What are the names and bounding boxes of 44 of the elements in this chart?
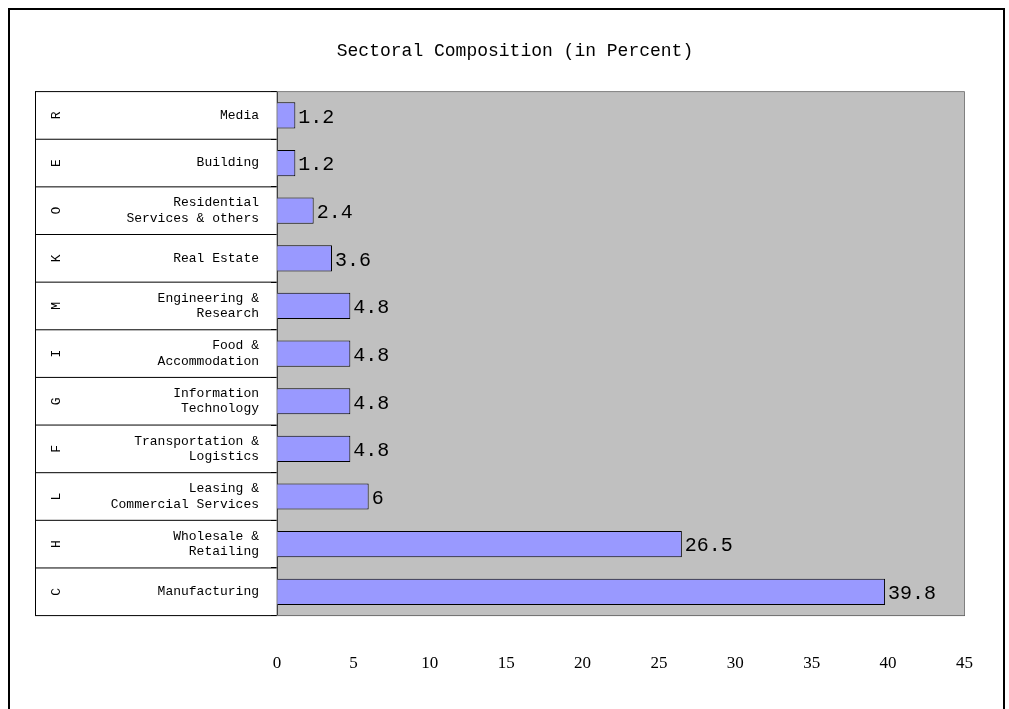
x-tick-label: 40 <box>879 653 897 673</box>
text: C <box>49 587 65 596</box>
x-tick-label: 0 <box>272 653 282 673</box>
x-tick-label: 20 <box>574 653 592 673</box>
text: L <box>49 492 65 501</box>
data-label: 1.2 <box>298 105 335 129</box>
y-tick-label: Wholesale & Retailing <box>173 528 260 560</box>
data-label: 4.8 <box>353 439 390 463</box>
x-tick-label: 10 <box>421 653 439 673</box>
text: M <box>49 302 65 310</box>
text: I <box>49 349 65 358</box>
y-tick-label: Residential Services & others <box>126 195 260 226</box>
data-label: 39.8 <box>888 582 937 606</box>
y-tick-label: Food & Accommodation <box>157 338 260 369</box>
y-tick-label: Building <box>196 155 259 171</box>
x-tick-label: 30 <box>726 653 744 673</box>
y-tick-label: Information Technology <box>173 385 260 417</box>
data-label: 4.8 <box>353 296 390 320</box>
text: O <box>49 206 65 215</box>
text: H <box>49 540 65 549</box>
y-tick-label: Engineering & Research <box>157 290 260 322</box>
x-tick-label: 15 <box>497 653 515 673</box>
y-tick-label: Manufacturing <box>157 584 259 600</box>
data-label: 26.5 <box>684 534 733 558</box>
x-tick-label: 35 <box>803 653 821 673</box>
x-tick-label: 45 <box>956 653 973 673</box>
y-tick-label: Transportation & Logistics <box>134 433 260 465</box>
data-label: 4.8 <box>353 391 390 415</box>
text: K <box>49 254 65 263</box>
text: E <box>49 158 65 167</box>
text: F <box>49 444 65 453</box>
y-tick-label: Leasing & Commercial Services <box>110 481 260 512</box>
x-tick-label: 25 <box>650 653 668 673</box>
y-tick-label: Real Estate <box>173 250 259 266</box>
data-label: 4.8 <box>353 343 390 367</box>
text: R <box>49 111 65 120</box>
data-label: 2.4 <box>316 200 353 224</box>
data-label: 6 <box>371 486 384 510</box>
x-tick-label: 5 <box>349 653 358 673</box>
y-tick-label: Media <box>219 107 260 123</box>
data-label: 3.6 <box>335 248 372 272</box>
chart-title: Sectoral Composition (in Percent) <box>336 40 694 61</box>
text: G <box>49 397 65 406</box>
data-label: 1.2 <box>298 153 335 177</box>
